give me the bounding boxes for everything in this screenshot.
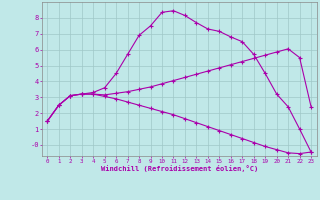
X-axis label: Windchill (Refroidissement éolien,°C): Windchill (Refroidissement éolien,°C) [100,165,258,172]
